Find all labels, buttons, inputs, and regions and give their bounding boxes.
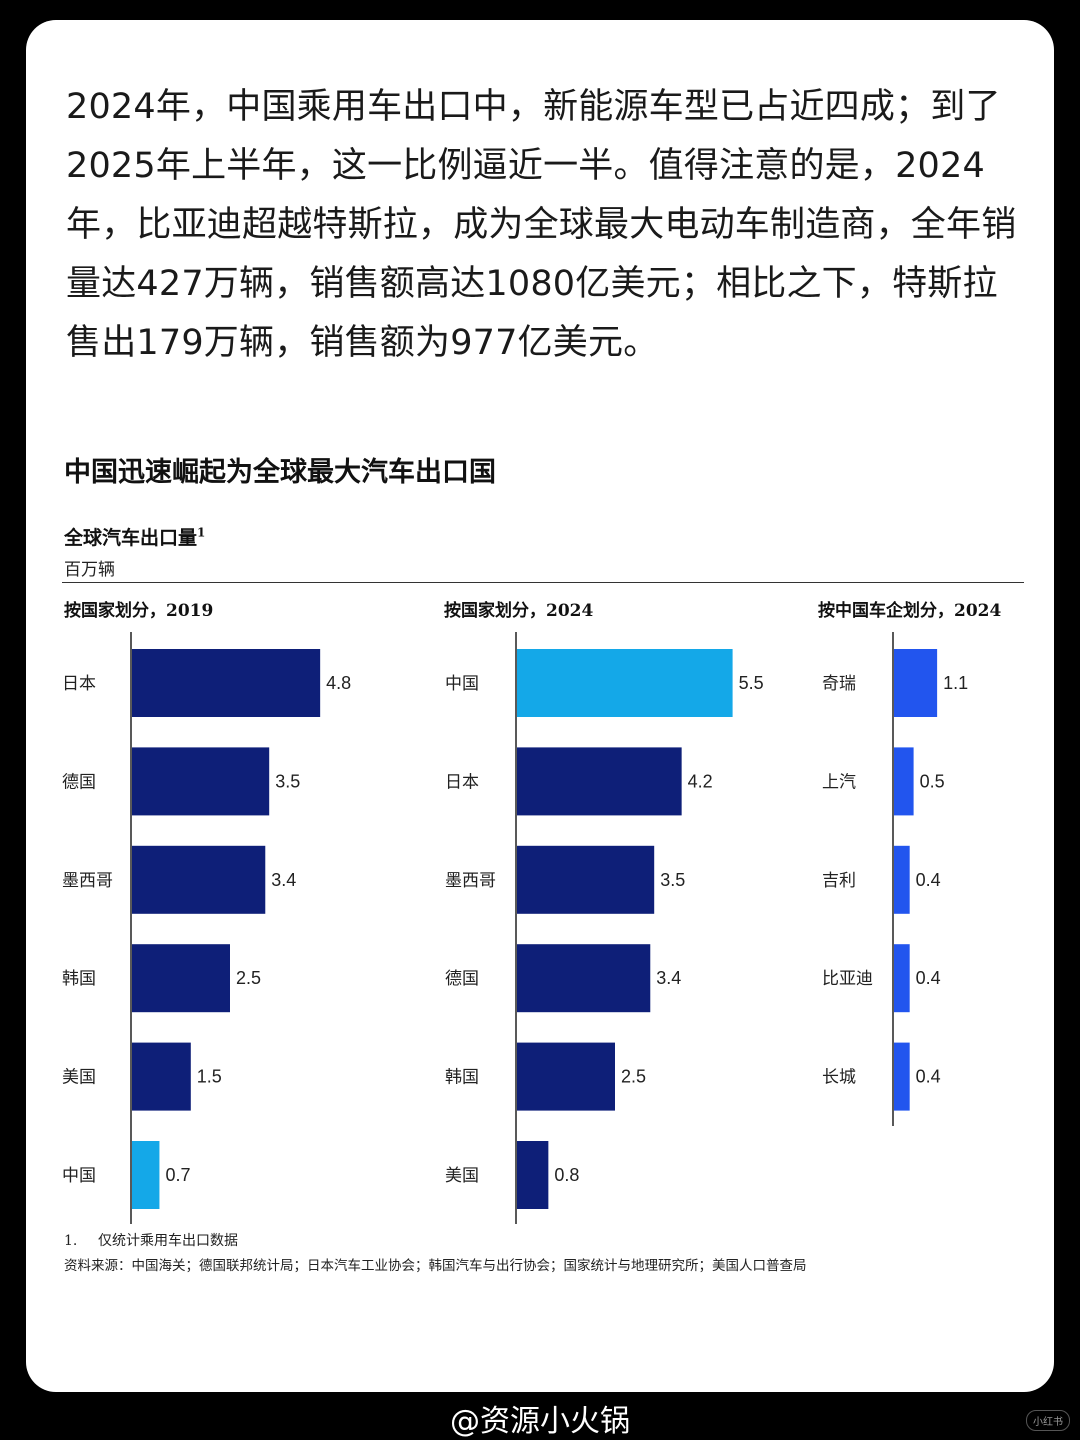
chart-unit: 百万辆 [64, 560, 115, 580]
bar-2024-2 [517, 747, 682, 816]
chart-subtitle: 全球汽车出口量1 [64, 523, 205, 550]
category-label-2024-3: 墨西哥 [445, 871, 496, 891]
value-label-2019-4: 2.5 [236, 968, 261, 988]
bar-2019-5 [132, 1042, 191, 1111]
value-label-2019-2: 3.5 [275, 771, 300, 791]
bar-company-2 [894, 747, 914, 816]
panel-title-2024: 按国家划分，2024 [444, 601, 594, 621]
category-label-company-2: 上汽 [822, 772, 856, 792]
value-label-2024-6: 0.8 [554, 1165, 579, 1185]
chart-subtitle-text: 全球汽车出口量 [64, 527, 198, 549]
category-label-2024-1: 中国 [445, 674, 479, 694]
bar-2019-2 [132, 747, 270, 816]
bar-2024-5 [517, 1042, 615, 1111]
value-label-2019-6: 0.7 [165, 1165, 190, 1185]
value-label-2019-3: 3.4 [271, 870, 296, 890]
value-label-company-5: 0.4 [916, 1067, 941, 1087]
category-label-2024-4: 德国 [445, 969, 479, 989]
header-divider [62, 582, 1024, 583]
bar-2024-3 [517, 845, 655, 914]
chart-title: 中国迅速崛起为全球最大汽车出口国 [64, 457, 496, 488]
bar-2024-4 [517, 944, 651, 1013]
category-label-2019-6: 中国 [62, 1166, 96, 1186]
bar-company-3 [894, 845, 910, 914]
bar-2019-1 [132, 649, 321, 717]
value-label-company-1: 1.1 [943, 673, 968, 693]
panel-title-2019: 按国家划分，2019 [64, 601, 214, 621]
watermark: @资源小火锅 [450, 1404, 630, 1439]
value-label-2024-4: 3.4 [656, 968, 681, 988]
category-label-company-5: 长城 [822, 1068, 856, 1088]
bar-2024-1 [517, 649, 733, 717]
intro-paragraph: 2024年，中国乘用车出口中，新能源车型已占近四成；到了2025年上半年，这一比… [66, 87, 1017, 363]
bar-2019-4 [132, 944, 230, 1013]
category-label-2019-4: 韩国 [62, 969, 96, 989]
category-label-2019-5: 美国 [62, 1068, 96, 1088]
value-label-company-4: 0.4 [916, 968, 941, 988]
footnote: 1. 仅统计乘用车出口数据 [64, 1230, 238, 1250]
bar-charts: 日本 4.8 德国 3.5 墨西哥 3.4 韩国 2.5 美国 1.5 中国 0.7 中国 5.5 日本 4.… [62, 632, 968, 1224]
bar-company-1 [894, 649, 938, 717]
value-label-2024-2: 4.2 [688, 771, 713, 791]
content-card: 2024年，中国乘用车出口中，新能源车型已占近四成；到了2025年上半年，这一比… [26, 20, 1054, 1392]
bar-2019-3 [132, 845, 266, 914]
bar-2019-6 [132, 1141, 160, 1209]
value-label-2019-5: 1.5 [197, 1067, 222, 1087]
platform-badge: 小红书 [1026, 1410, 1070, 1431]
bar-company-5 [894, 1042, 910, 1111]
value-label-2024-3: 3.5 [660, 870, 685, 890]
value-label-2024-1: 5.5 [739, 673, 764, 693]
bar-company-4 [894, 944, 910, 1013]
bar-2024-6 [517, 1141, 549, 1209]
value-label-2024-5: 2.5 [621, 1067, 646, 1087]
value-label-company-3: 0.4 [916, 870, 941, 890]
value-label-company-2: 0.5 [920, 771, 945, 791]
category-label-2024-6: 美国 [445, 1166, 479, 1186]
category-label-2019-1: 日本 [62, 674, 96, 694]
category-label-2024-2: 日本 [445, 772, 479, 792]
footnote-text: 仅统计乘用车出口数据 [98, 1233, 238, 1249]
panel-title-company: 按中国车企划分，2024 [818, 601, 1002, 621]
footnote-number: 1. [64, 1233, 78, 1249]
source-note: 资料来源：中国海关；德国联邦统计局；日本汽车工业协会；韩国汽车与出行协会；国家统… [64, 1258, 807, 1274]
category-label-company-4: 比亚迪 [822, 969, 873, 989]
category-label-2019-2: 德国 [62, 772, 96, 792]
value-label-2019-1: 4.8 [326, 673, 351, 693]
category-label-company-3: 吉利 [822, 871, 856, 891]
category-label-company-1: 奇瑞 [822, 674, 856, 694]
footnote-marker: 1 [197, 525, 206, 540]
category-label-2019-3: 墨西哥 [62, 871, 113, 891]
category-label-2024-5: 韩国 [445, 1068, 479, 1088]
